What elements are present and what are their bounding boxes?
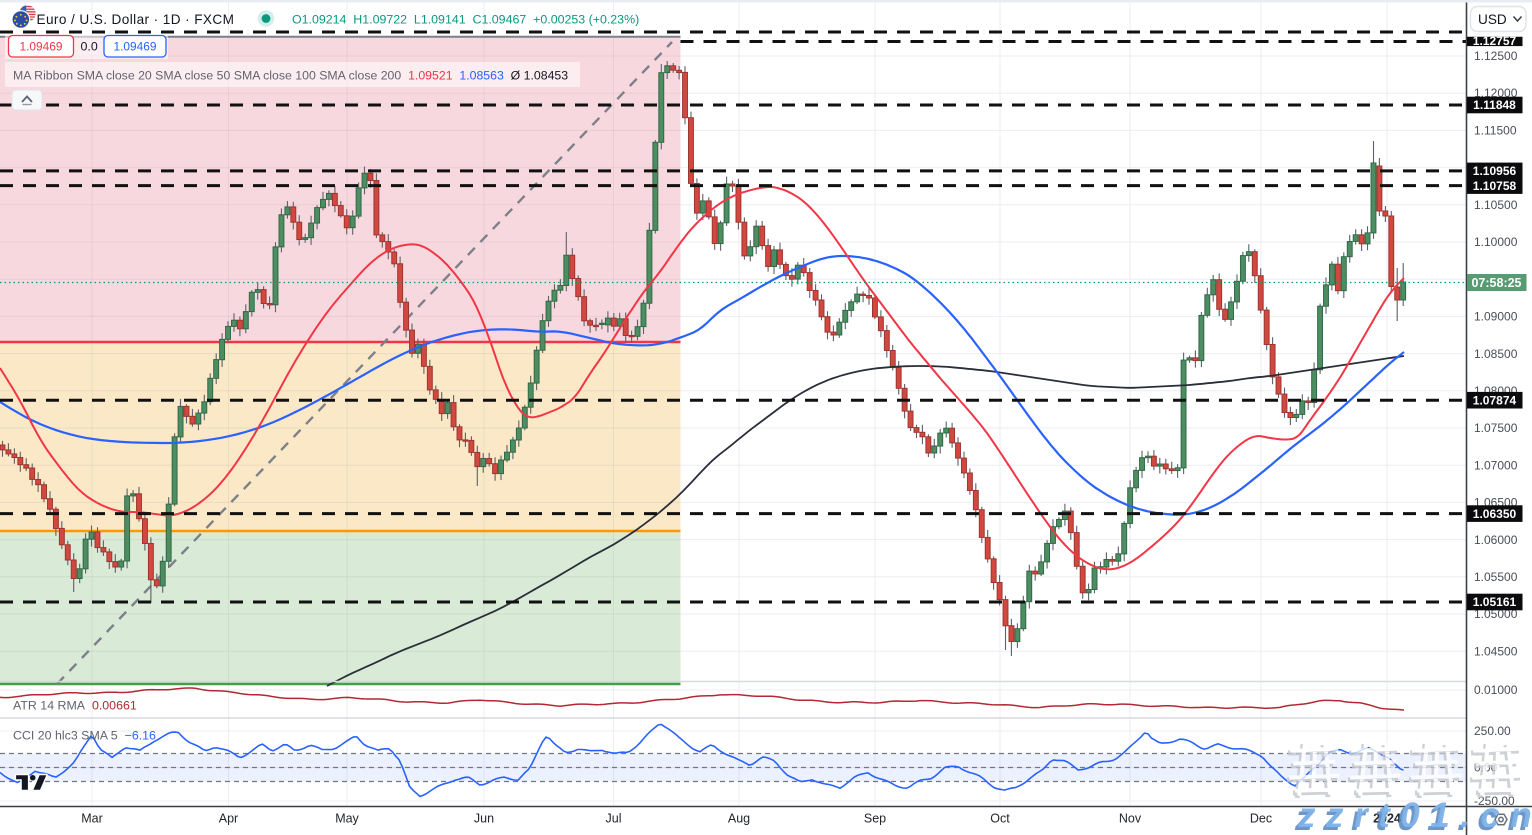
svg-text:Sep: Sep xyxy=(864,812,886,826)
svg-text:1.12757: 1.12757 xyxy=(1473,34,1517,48)
svg-text:1.08500: 1.08500 xyxy=(1474,347,1518,361)
svg-text:1.07000: 1.07000 xyxy=(1474,458,1518,472)
svg-text:USD: USD xyxy=(1478,12,1507,27)
svg-text:1.07500: 1.07500 xyxy=(1474,421,1518,435)
svg-text:0.01000: 0.01000 xyxy=(1474,683,1518,697)
svg-text:1.09000: 1.09000 xyxy=(1474,310,1518,324)
svg-text:Aug: Aug xyxy=(728,812,750,826)
svg-text:zzrt01.cn: zzrt01.cn xyxy=(1294,799,1532,835)
svg-text:1.05500: 1.05500 xyxy=(1474,570,1518,584)
svg-text:O1.09214 H1.09722 L1.09141: O1.09214 H1.09722 L1.09141 C1.09467 +0.0… xyxy=(292,13,639,27)
svg-text:zzrt01.cn: zzrt01.cn xyxy=(1297,796,1532,835)
svg-text:1.10758: 1.10758 xyxy=(1473,179,1517,193)
svg-text:0.0: 0.0 xyxy=(81,40,98,54)
svg-text:-250.00: -250.00 xyxy=(1474,794,1515,808)
svg-text:1.04500: 1.04500 xyxy=(1474,644,1518,658)
svg-text:1.12500: 1.12500 xyxy=(1474,49,1518,63)
svg-text:1.09469: 1.09469 xyxy=(20,40,63,54)
svg-text:1.10956: 1.10956 xyxy=(1473,164,1517,178)
svg-text:CCI 20 hlc3 SMA 5 −6.16: CCI 20 hlc3 SMA 5 −6.16 xyxy=(13,729,156,743)
svg-text:1.05000: 1.05000 xyxy=(1474,607,1518,621)
svg-text:Mar: Mar xyxy=(81,812,103,826)
svg-text:07:58:25: 07:58:25 xyxy=(1471,276,1521,290)
svg-text:1.06000: 1.06000 xyxy=(1474,533,1518,547)
svg-text:1.11500: 1.11500 xyxy=(1474,124,1517,138)
svg-text:1.11848: 1.11848 xyxy=(1473,98,1516,112)
svg-text:1.07874: 1.07874 xyxy=(1473,393,1517,407)
svg-text:1.10000: 1.10000 xyxy=(1474,235,1518,249)
svg-text:May: May xyxy=(335,812,359,826)
svg-text:Apr: Apr xyxy=(219,812,238,826)
svg-text:MA Ribbon SMA close 20 SMA clo: MA Ribbon SMA close 20 SMA close 50 SMA … xyxy=(13,69,568,83)
svg-text:250.00: 250.00 xyxy=(1474,724,1511,738)
svg-text:Nov: Nov xyxy=(1119,812,1142,826)
svg-text:2024: 2024 xyxy=(1373,812,1401,826)
svg-text:Euro / U.S. Dollar · 1D · FXCM: Euro / U.S. Dollar · 1D · FXCM xyxy=(37,12,235,27)
svg-text:Jun: Jun xyxy=(474,812,494,826)
svg-text:1.06350: 1.06350 xyxy=(1473,507,1517,521)
svg-text:1.10500: 1.10500 xyxy=(1474,198,1518,212)
svg-text:1.09469: 1.09469 xyxy=(114,40,157,54)
svg-text:ATR 14 RMA 0.00661: ATR 14 RMA 0.00661 xyxy=(13,699,137,713)
svg-text:Dec: Dec xyxy=(1250,812,1272,826)
svg-text:Jul: Jul xyxy=(606,812,622,826)
svg-text:Oct: Oct xyxy=(990,812,1010,826)
svg-text:1.05161: 1.05161 xyxy=(1473,595,1517,609)
